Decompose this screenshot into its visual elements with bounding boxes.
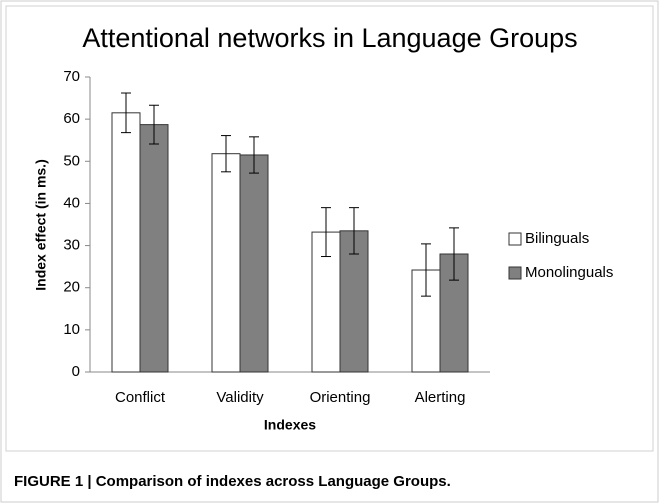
y-tick-label: 30 [63, 237, 80, 254]
bar [239, 154, 269, 373]
x-tick-label: Alerting [415, 389, 466, 406]
chart-title: Attentional networks in Language Groups [82, 23, 577, 53]
y-tick-label: 60 [63, 110, 80, 127]
legend-swatch [508, 232, 522, 246]
legend-swatch [508, 266, 522, 280]
y-tick-label: 40 [63, 194, 80, 211]
legend-label: Monolinguals [525, 264, 613, 281]
x-tick-label: Conflict [115, 389, 166, 406]
chart-border [5, 5, 654, 452]
x-tick-label: Orienting [310, 389, 371, 406]
y-tick-label: 10 [63, 321, 80, 338]
y-tick-label: 50 [63, 152, 80, 169]
x-axis-label: Indexes [264, 417, 316, 433]
bar [211, 153, 241, 373]
y-axis-label: Index effect (in ms.) [33, 159, 49, 290]
y-tick-label: 70 [63, 68, 80, 85]
y-tick-label: 20 [63, 279, 80, 296]
x-tick-label: Validity [216, 389, 264, 406]
caption: FIGURE 1 | Comparison of indexes across … [14, 473, 451, 490]
legend-label: Bilinguals [525, 230, 589, 247]
y-tick-label: 0 [72, 363, 80, 380]
bar [139, 124, 169, 373]
bar [111, 112, 141, 373]
